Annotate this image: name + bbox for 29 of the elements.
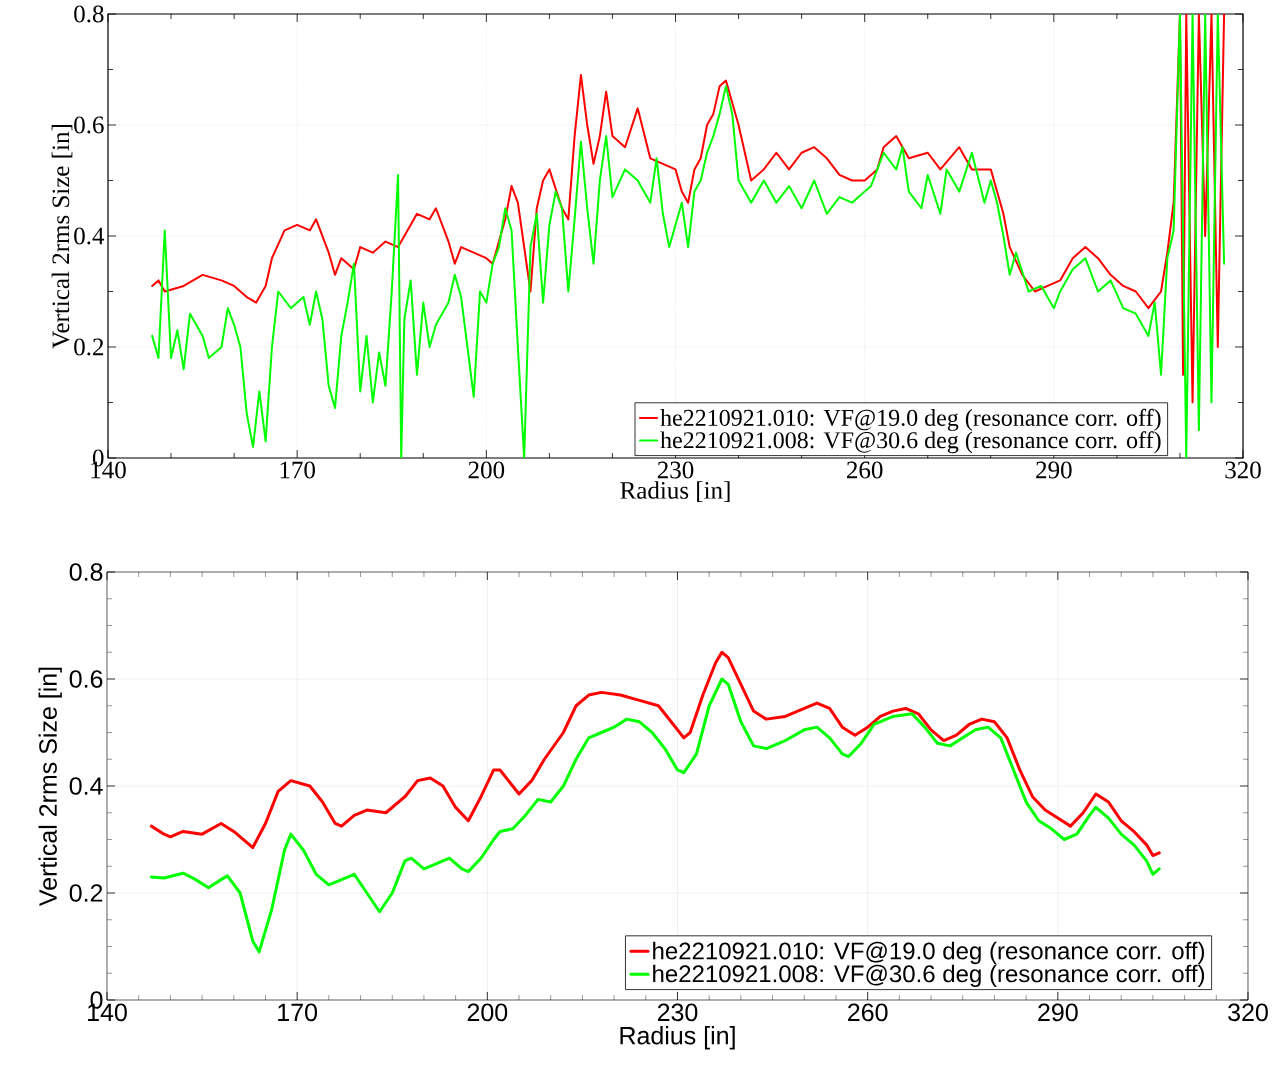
- y-tick-label: 0.4: [69, 777, 103, 795]
- line-series: [149, 650, 1161, 858]
- legend-label: he2210921.008: VF@30.6 deg (resonance corr. off): [660, 431, 1161, 454]
- y-tick-label: 0.6: [69, 670, 103, 688]
- y-tick-label: 0.6: [74, 116, 104, 134]
- x-tick-label: 260: [847, 461, 883, 479]
- x-tick-label: 290: [1038, 1003, 1078, 1022]
- x-tick-label: 230: [657, 1003, 698, 1022]
- y-tick-label: 0.4: [74, 227, 105, 245]
- x-tick-label: 200: [467, 1003, 508, 1022]
- legend-label: he2210921.010: VF@19.0 deg (resonance corr. off): [653, 941, 1205, 965]
- x-tick-label: 290: [1036, 461, 1072, 479]
- legend-label: he2210921.008: VF@30.6 deg (resonance corr. off): [653, 964, 1205, 988]
- x-tick-label: 320: [1228, 1003, 1268, 1022]
- x-tick-label: 200: [468, 461, 505, 479]
- x-tick-label: 320: [1225, 461, 1261, 479]
- x-tick-label: 230: [657, 461, 694, 479]
- x-axis-title: Radius [in]: [620, 1026, 735, 1050]
- y-tick-label: 0.8: [69, 563, 103, 581]
- y-tick-label: 0.2: [74, 338, 104, 356]
- y-tick-label: 0.8: [74, 5, 104, 23]
- legend-label: he2210921.010: VF@19.0 deg (resonance corr. off): [660, 408, 1161, 431]
- x-axis-title: Radius [in]: [620, 481, 730, 502]
- x-tick-label: 260: [848, 1003, 888, 1022]
- y-axis-title: Vertical 2rms Size [in]: [38, 667, 62, 907]
- y-tick-label: 0.2: [69, 884, 103, 902]
- x-tick-label: 170: [278, 1003, 318, 1022]
- y-axis-title: Vertical 2rms Size [in]: [51, 125, 73, 349]
- x-tick-label: 170: [280, 461, 315, 479]
